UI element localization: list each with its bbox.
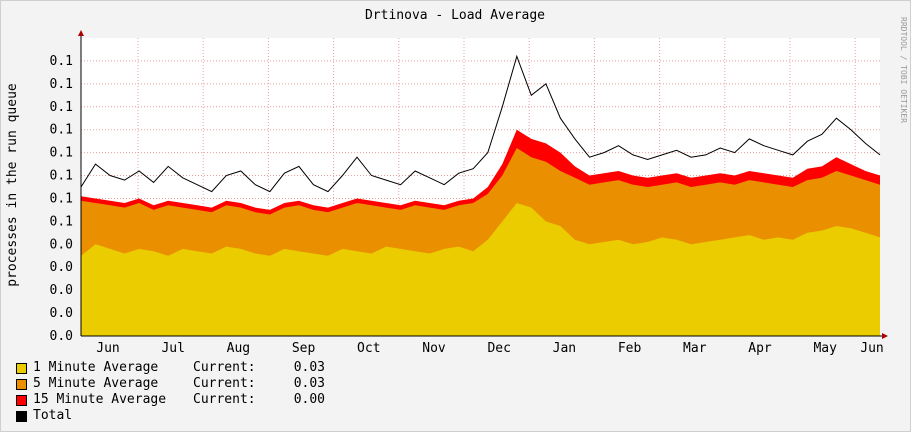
y-tick-label: 0.0 (50, 237, 73, 252)
legend-current-label: Current: (193, 376, 256, 391)
y-tick-label: 0.1 (50, 146, 73, 161)
y-axis-label: processes in the run queue (5, 83, 20, 287)
legend-current-value: 0.03 (293, 376, 325, 391)
x-tick-label: Nov (422, 341, 446, 356)
tick-labels: 0.0 0.0 0.0 0.0 0.0 0.1 0.1 0.1 0.1 0.1 0.1 0.1 0.1 J… (50, 54, 884, 356)
y-tick-label: 0.0 (50, 260, 73, 275)
legend-current-value: 0.00 (293, 392, 325, 407)
legend-swatch (16, 362, 27, 374)
y-axis-arrow (78, 30, 84, 36)
y-tick-label: 0.1 (50, 191, 73, 206)
legend-item: 5 Minute Average Current: 0.03 (16, 376, 325, 392)
y-tick-label: 0.1 (50, 100, 73, 115)
y-tick-label: 0.0 (50, 283, 73, 298)
legend-item: Total (16, 408, 325, 424)
x-tick-label: Dec (487, 341, 510, 356)
y-tick-label: 0.1 (50, 123, 73, 138)
x-tick-label: Jul (161, 341, 184, 356)
y-tick-label: 0.1 (50, 214, 73, 229)
legend-label: 5 Minute Average (33, 376, 159, 391)
series-layer (80, 54, 881, 336)
legend-swatch (16, 378, 27, 390)
x-tick-label: Jun (96, 341, 119, 356)
x-tick-label: Oct (357, 341, 380, 356)
legend-label: 1 Minute Average (33, 360, 159, 375)
total-line (80, 54, 881, 193)
x-tick-label: Sep (292, 341, 316, 356)
x-tick-label: Feb (618, 341, 642, 356)
x-tick-label: Aug (227, 341, 250, 356)
legend-label: Total (33, 408, 73, 423)
legend-item: 15 Minute Average Current: 0.00 (16, 392, 325, 408)
y-tick-label: 0.1 (50, 169, 73, 184)
axes (78, 30, 888, 339)
x-axis-arrow (882, 333, 888, 339)
legend-label: 15 Minute Average (33, 392, 167, 407)
legend: 1 Minute Average Current: 0.03 5 Minute Ave… (16, 360, 325, 424)
x-tick-label: Mar (683, 341, 707, 356)
y-tick-label: 0.0 (50, 306, 73, 321)
x-tick-label: May (813, 341, 837, 356)
legend-current-label: Current: (193, 392, 256, 407)
1-minute-average-area (81, 203, 880, 336)
legend-swatch (16, 394, 27, 406)
legend-item: 1 Minute Average Current: 0.03 (16, 360, 325, 376)
x-tick-label: Jan (553, 341, 576, 356)
y-tick-label: 0.0 (50, 329, 73, 344)
y-tick-label: 0.1 (50, 54, 73, 69)
watermark: RRDTOOL / TOBI OETIKER (899, 17, 908, 123)
x-tick-label: Jun (860, 341, 883, 356)
y-tick-label: 0.1 (50, 77, 73, 92)
legend-current-label: Current: (193, 360, 256, 375)
x-tick-label: Apr (748, 341, 772, 356)
chart-title: Drtinova - Load Average (365, 8, 545, 23)
legend-swatch (16, 410, 27, 422)
legend-current-value: 0.03 (293, 360, 325, 375)
